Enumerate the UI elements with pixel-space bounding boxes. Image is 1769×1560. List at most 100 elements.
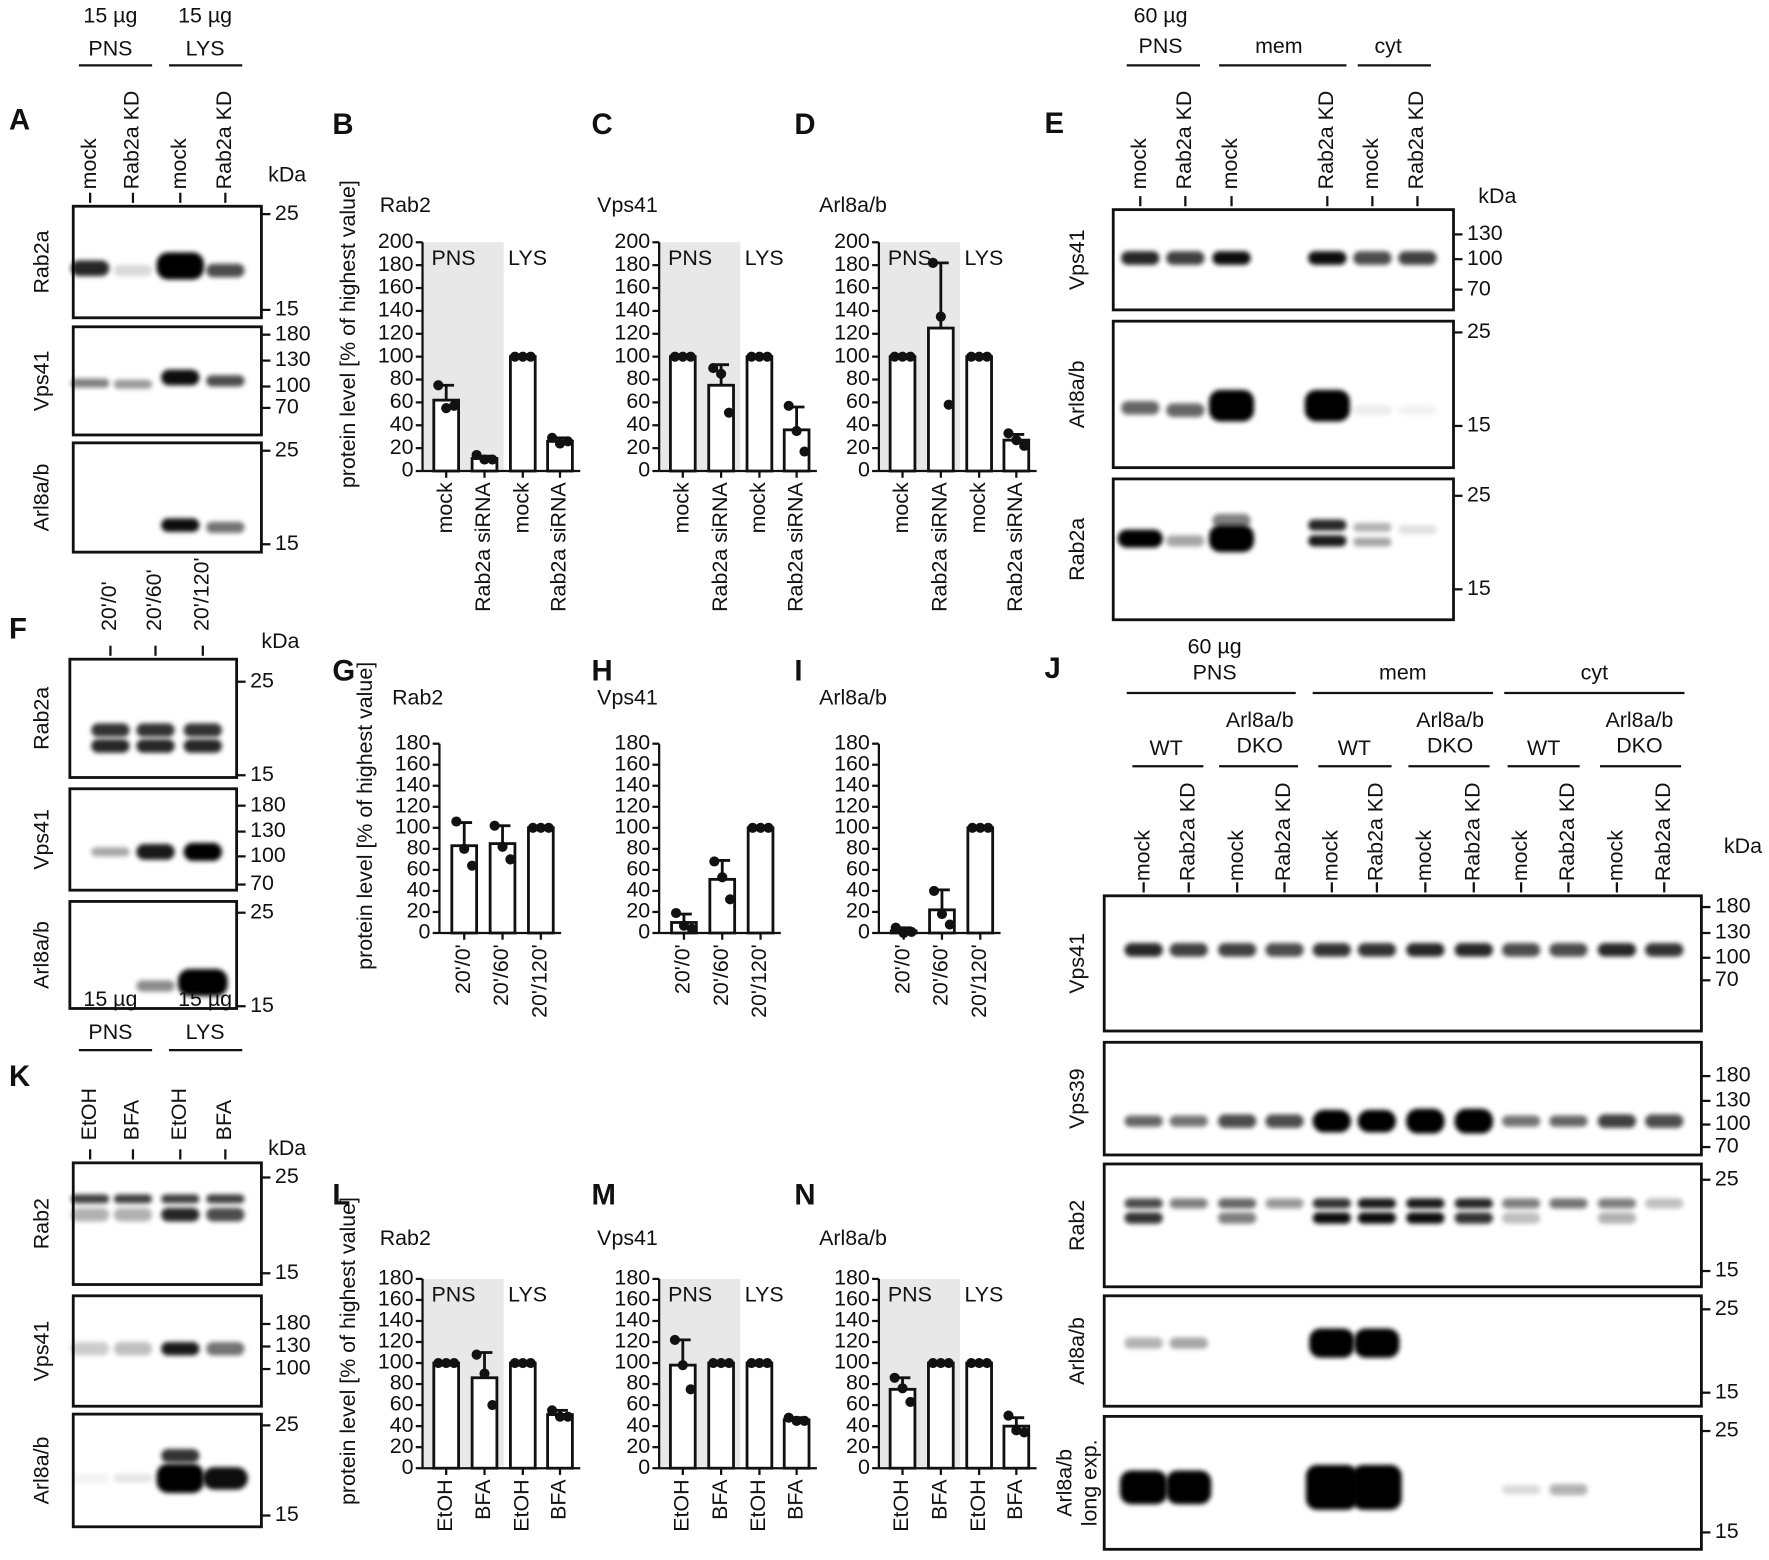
marker-label: 180 [275, 321, 311, 345]
y-axis-label: protein level [% of highest value] [353, 662, 377, 970]
marker-label: 15 [1715, 1519, 1739, 1543]
band [113, 1342, 153, 1356]
x-tick-label: 20'/120' [747, 944, 771, 1018]
group-header: LYS [186, 1020, 225, 1044]
data-point [554, 1411, 566, 1422]
marker-label: 25 [275, 1412, 299, 1436]
y-tick-label: 160 [834, 1287, 870, 1311]
y-tick-label: 0 [858, 458, 870, 482]
strip-label: Rab2 [29, 1198, 53, 1249]
y-tick-label: 120 [614, 1329, 650, 1353]
group-header: mem [1379, 660, 1427, 684]
marker-label: 25 [275, 201, 299, 225]
strip-label: Vps41 [1065, 229, 1089, 290]
band [206, 263, 245, 278]
y-tick-label: 20 [390, 1434, 414, 1458]
data-point [799, 446, 810, 457]
blot-strip [1111, 477, 1455, 622]
data-point [685, 351, 696, 362]
y-tick-label: 100 [378, 343, 414, 367]
y-tick-label: 40 [846, 878, 870, 902]
data-point [974, 351, 985, 362]
band [1312, 1212, 1351, 1224]
strip-label: Arl8a/b [29, 1437, 53, 1505]
y-tick-label: 140 [395, 772, 431, 796]
bar [745, 1361, 774, 1470]
y-tick-label: 0 [858, 1455, 870, 1479]
band [1353, 405, 1392, 415]
y-tick-label: 80 [846, 366, 870, 390]
marker-label: 100 [275, 373, 311, 397]
y-tick-label: 40 [390, 1413, 414, 1437]
marker-label: 130 [1467, 221, 1503, 245]
lane-label: mock [1224, 830, 1248, 881]
strip-label: Vps41 [1065, 933, 1089, 994]
lane-label: BFA [212, 1099, 236, 1140]
bar [707, 1361, 735, 1470]
marker-label: 100 [275, 1356, 311, 1380]
y-tick-label: 120 [834, 793, 870, 817]
x-tick-label: 20'/0' [671, 944, 695, 994]
y-tick-label: 180 [395, 730, 431, 754]
data-point [897, 1383, 908, 1394]
bar [927, 1361, 955, 1470]
marker-label: 15 [1467, 413, 1491, 437]
lane-label: EtOH [77, 1088, 101, 1140]
x-tick-label: Rab2a siRNA [783, 482, 807, 612]
band [136, 980, 175, 992]
data-point [763, 822, 774, 833]
blot-strip [1111, 319, 1455, 470]
y-tick-label: 60 [390, 389, 414, 413]
y-tick-label: 100 [378, 1350, 414, 1374]
y-tick-label: 60 [626, 389, 650, 413]
band [1308, 519, 1347, 531]
x-tick-label: EtOH [509, 1479, 533, 1531]
marker-label: 180 [1715, 1063, 1751, 1087]
marker-label: 130 [1715, 1088, 1751, 1112]
group-header: DKO [1237, 734, 1283, 758]
data-point [708, 1357, 719, 1369]
band [1265, 943, 1304, 957]
data-point [479, 1368, 490, 1379]
x-tick-label: Rab2a siRNA [708, 482, 732, 612]
band [1549, 1115, 1588, 1127]
band [1398, 525, 1437, 535]
band [91, 739, 130, 753]
strip-label: Rab2 [1065, 1200, 1089, 1251]
data-point [1019, 1427, 1030, 1438]
marker-label: 130 [1715, 920, 1751, 944]
group-header: 60 µg [1188, 635, 1242, 659]
panel-letter: L [332, 1178, 350, 1211]
x-tick-label: mock [746, 482, 770, 533]
y-tick-label: 180 [834, 252, 870, 276]
y-tick-label: 20 [626, 899, 650, 923]
chart-title: Rab2 [392, 685, 443, 709]
group-header: Arl8a/b [1226, 708, 1294, 732]
y-tick-label: 140 [614, 298, 650, 322]
y-tick-label: 40 [407, 878, 431, 902]
band [206, 521, 245, 533]
y-tick-label: 160 [614, 275, 650, 299]
group-header: mem [1255, 34, 1303, 58]
blot-strip [71, 1161, 263, 1286]
chart-title: Vps41 [597, 685, 658, 709]
bar [888, 355, 917, 473]
band [1357, 1109, 1397, 1133]
band [1357, 943, 1397, 957]
marker-label: 100 [1467, 246, 1503, 270]
data-point [762, 1357, 773, 1369]
panel-letter: E [1044, 107, 1064, 140]
band [1406, 1108, 1445, 1134]
y-tick-label: 20 [390, 435, 414, 459]
band [1209, 525, 1255, 553]
y-tick-label: 180 [378, 1266, 414, 1290]
data-point [677, 1360, 688, 1371]
band [1357, 1198, 1397, 1209]
y-tick-label: 60 [626, 1392, 650, 1416]
data-point [755, 822, 766, 833]
band [161, 1342, 200, 1356]
bar [509, 1361, 537, 1470]
band [113, 1473, 153, 1483]
group-label: PNS [668, 246, 712, 270]
